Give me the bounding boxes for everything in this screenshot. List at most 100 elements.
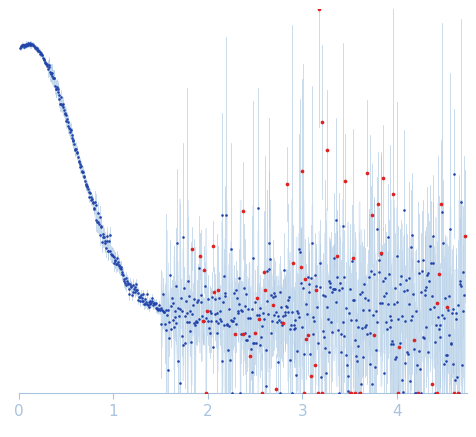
Point (250, 298, 258, 305)
Point (351, 353, 359, 360)
Point (22, 40, 30, 47)
Point (28, 41, 36, 48)
Point (438, 239, 446, 246)
Point (278, 319, 286, 326)
Point (58, 101, 66, 108)
Point (58, 94, 65, 101)
Point (249, 340, 257, 347)
Point (250, 340, 258, 347)
Point (82, 181, 90, 188)
Point (192, 318, 199, 325)
Point (446, 341, 454, 348)
Point (203, 307, 210, 314)
Point (300, 350, 307, 357)
Point (420, 292, 427, 299)
Point (31, 44, 39, 51)
Point (411, 390, 418, 397)
Point (196, 252, 203, 259)
Point (46, 69, 54, 76)
Point (406, 317, 414, 324)
Point (284, 308, 292, 315)
Point (130, 289, 138, 296)
Point (226, 357, 233, 364)
Point (313, 304, 320, 311)
Point (94, 209, 101, 216)
Point (456, 198, 464, 205)
Point (397, 312, 405, 319)
Point (408, 313, 416, 320)
Point (309, 317, 317, 324)
Point (93, 218, 100, 225)
Point (113, 260, 121, 267)
Point (367, 380, 375, 387)
Point (274, 312, 281, 319)
Point (387, 337, 395, 344)
Point (282, 181, 290, 188)
Point (414, 257, 421, 264)
Point (80, 172, 88, 179)
Point (146, 301, 154, 308)
Point (239, 285, 247, 292)
Point (275, 390, 283, 397)
Point (151, 300, 159, 307)
Point (102, 237, 110, 244)
Point (418, 334, 426, 341)
Point (161, 320, 169, 327)
Point (21, 42, 29, 49)
Point (176, 380, 183, 387)
Point (176, 305, 184, 312)
Point (241, 303, 248, 310)
Point (448, 360, 456, 367)
Point (132, 287, 139, 294)
Point (18, 44, 25, 51)
Point (43, 63, 51, 70)
Point (374, 201, 381, 208)
Point (167, 303, 175, 310)
Point (440, 295, 448, 302)
Point (49, 73, 56, 80)
Point (185, 318, 193, 325)
Point (98, 222, 105, 229)
Point (164, 306, 172, 313)
Point (53, 83, 60, 90)
Point (172, 319, 179, 326)
Point (337, 285, 345, 292)
Point (149, 299, 157, 306)
Point (159, 291, 167, 298)
Point (307, 239, 315, 246)
Point (229, 318, 237, 325)
Point (68, 135, 76, 142)
Point (372, 225, 380, 232)
Point (352, 317, 359, 324)
Point (202, 315, 210, 322)
Point (254, 312, 262, 319)
Point (138, 297, 146, 304)
Point (296, 263, 304, 270)
Point (37, 51, 44, 58)
Point (401, 277, 409, 284)
Point (129, 288, 136, 295)
Point (197, 298, 204, 305)
Point (237, 330, 245, 337)
Point (332, 216, 339, 223)
Point (180, 340, 188, 347)
Point (117, 265, 124, 272)
Point (445, 225, 453, 232)
Point (50, 75, 58, 82)
Point (73, 149, 80, 156)
Point (253, 295, 260, 302)
Point (377, 249, 384, 256)
Point (398, 388, 406, 395)
Point (41, 58, 49, 65)
Point (342, 305, 349, 312)
Point (194, 296, 201, 303)
Point (456, 280, 463, 287)
Point (218, 211, 226, 218)
Point (75, 157, 82, 164)
Point (162, 326, 170, 333)
Point (355, 290, 363, 297)
Point (424, 277, 432, 284)
Point (17, 43, 24, 50)
Point (269, 301, 277, 308)
Point (459, 291, 467, 298)
